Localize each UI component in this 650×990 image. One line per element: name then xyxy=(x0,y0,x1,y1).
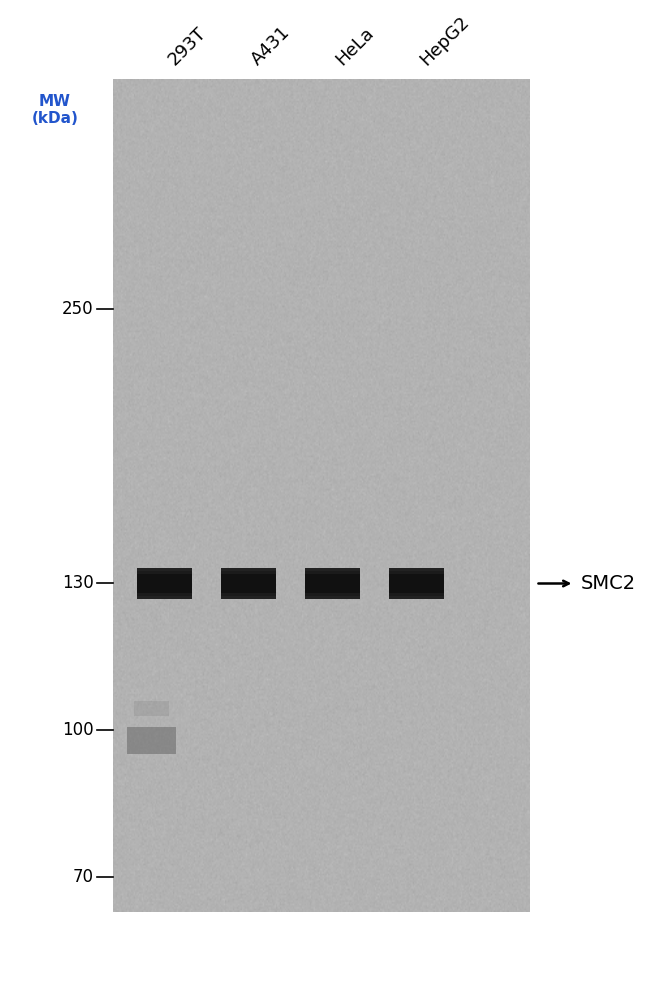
Text: 130: 130 xyxy=(62,574,94,592)
Bar xyxy=(137,596,192,599)
Text: 250: 250 xyxy=(62,300,94,318)
Bar xyxy=(305,568,359,571)
Text: 293T: 293T xyxy=(164,25,209,69)
Bar xyxy=(221,593,276,599)
Bar xyxy=(137,593,192,599)
Text: MW
(kDa): MW (kDa) xyxy=(31,94,78,126)
Bar xyxy=(305,568,359,599)
Bar xyxy=(137,568,192,599)
Bar xyxy=(389,568,443,599)
Bar xyxy=(389,593,443,599)
Bar xyxy=(389,568,443,571)
Bar xyxy=(389,596,443,599)
Bar xyxy=(305,568,359,574)
Bar xyxy=(137,568,192,571)
Text: 100: 100 xyxy=(62,722,94,740)
Bar xyxy=(305,596,359,599)
Text: HeLa: HeLa xyxy=(332,24,378,69)
Text: 70: 70 xyxy=(73,868,94,886)
Bar xyxy=(134,701,170,716)
Bar xyxy=(127,727,176,754)
Text: HepG2: HepG2 xyxy=(416,13,473,69)
Bar xyxy=(221,568,276,599)
Bar xyxy=(305,593,359,599)
Bar xyxy=(137,568,192,574)
Bar xyxy=(221,568,276,571)
Bar xyxy=(389,568,443,574)
Bar xyxy=(221,568,276,574)
Text: A431: A431 xyxy=(248,24,294,69)
Bar xyxy=(221,596,276,599)
Text: SMC2: SMC2 xyxy=(580,574,636,593)
